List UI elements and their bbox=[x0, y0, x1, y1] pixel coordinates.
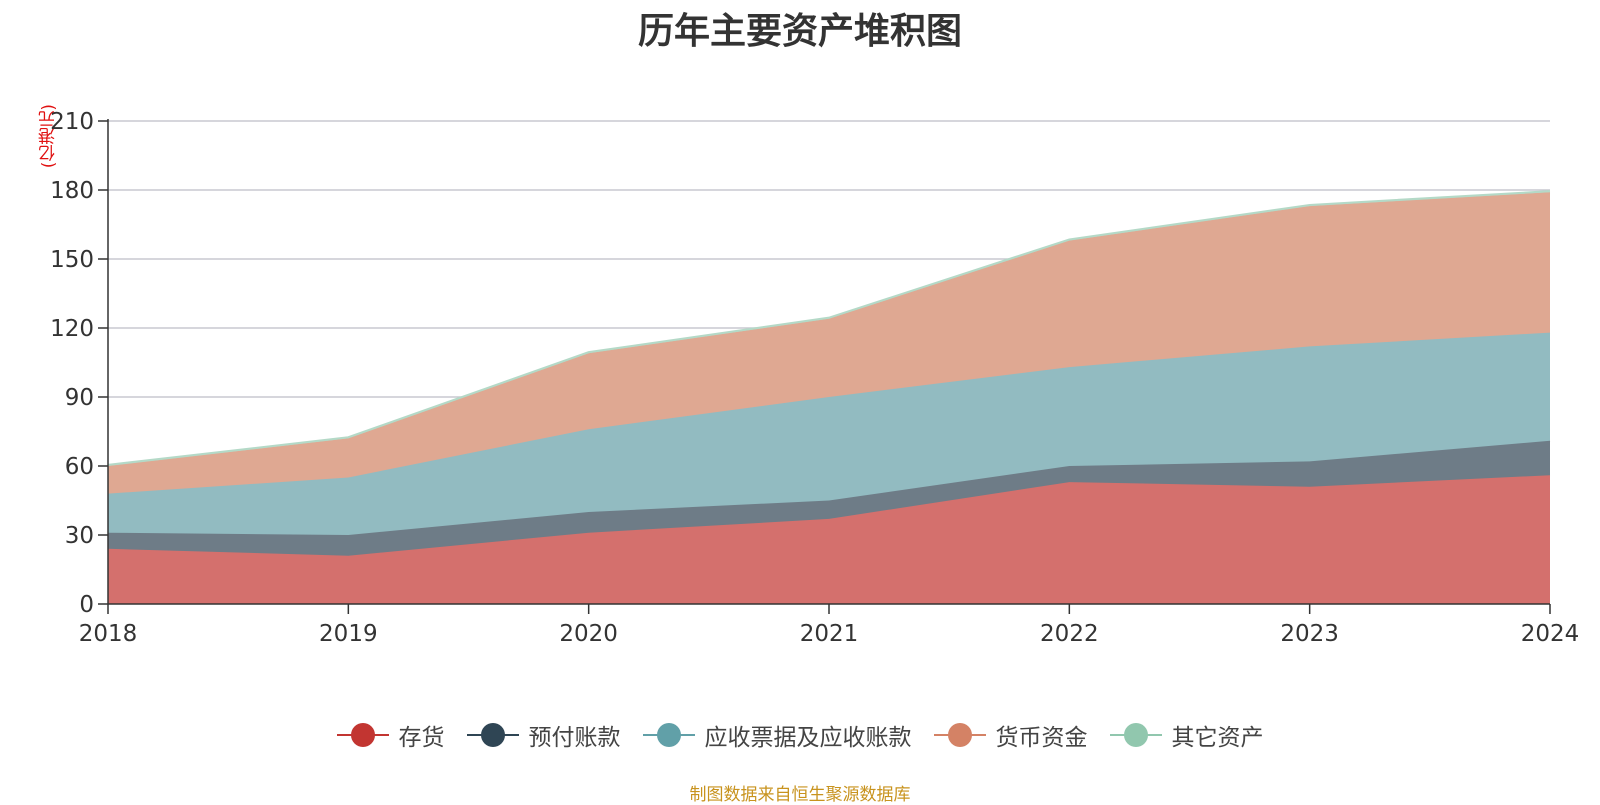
series-areas bbox=[107, 190, 1551, 604]
legend-label: 预付账款 bbox=[528, 725, 621, 751]
legend-marker-icon bbox=[1109, 723, 1162, 747]
legend-label: 其它资产 bbox=[1171, 725, 1264, 751]
x-tick-label: 2018 bbox=[79, 621, 138, 647]
area-4 bbox=[108, 192, 1550, 494]
area-edge-5 bbox=[107, 190, 1551, 466]
legend: 存货 预付账款 应收票据及应收账款 货币资金 其它资产 bbox=[0, 718, 1600, 752]
legend-label: 应收票据及应收账款 bbox=[704, 725, 912, 751]
y-tick-label: 120 bbox=[50, 316, 94, 342]
legend-item-4[interactable]: 货币资金 bbox=[933, 718, 1088, 752]
y-tick-label: 180 bbox=[50, 178, 94, 204]
legend-item-5[interactable]: 其它资产 bbox=[1109, 718, 1264, 752]
legend-marker-icon bbox=[933, 723, 986, 747]
legend-item-2[interactable]: 预付账款 bbox=[466, 718, 621, 752]
y-tick-label: 0 bbox=[79, 592, 94, 618]
tick-labels: 0 30 60 90 120 150 180 210 2018 2019 2020 2021 2022 2… bbox=[50, 109, 1579, 647]
x-tick-label: 2021 bbox=[800, 621, 859, 647]
source-note: 制图数据来自恒生聚源数据库 bbox=[689, 785, 911, 805]
legend-marker-icon bbox=[642, 723, 695, 747]
area-3 bbox=[108, 332, 1550, 535]
y-tick-label: 90 bbox=[65, 385, 94, 411]
chart-title: 历年主要资产堆积图 bbox=[637, 11, 962, 52]
area-2 bbox=[108, 440, 1550, 556]
legend-marker-icon bbox=[336, 723, 389, 747]
y-tick-label: 210 bbox=[50, 109, 94, 135]
area-1 bbox=[108, 475, 1550, 604]
y-tick-label: 30 bbox=[65, 523, 94, 549]
x-tick-label: 2023 bbox=[1280, 621, 1339, 647]
x-tick-label: 2019 bbox=[319, 621, 378, 647]
legend-item-1[interactable]: 存货 bbox=[336, 718, 445, 752]
legend-label: 存货 bbox=[398, 725, 445, 751]
y-tick-label: 150 bbox=[50, 247, 94, 273]
axes bbox=[98, 119, 1551, 614]
x-tick-label: 2024 bbox=[1521, 621, 1580, 647]
legend-item-3[interactable]: 应收票据及应收账款 bbox=[642, 718, 912, 752]
x-tick-label: 2020 bbox=[559, 621, 618, 647]
x-tick-label: 2022 bbox=[1040, 621, 1099, 647]
y-tick-label: 60 bbox=[65, 454, 94, 480]
legend-label: 货币资金 bbox=[995, 725, 1088, 751]
legend-marker-icon bbox=[466, 723, 519, 747]
